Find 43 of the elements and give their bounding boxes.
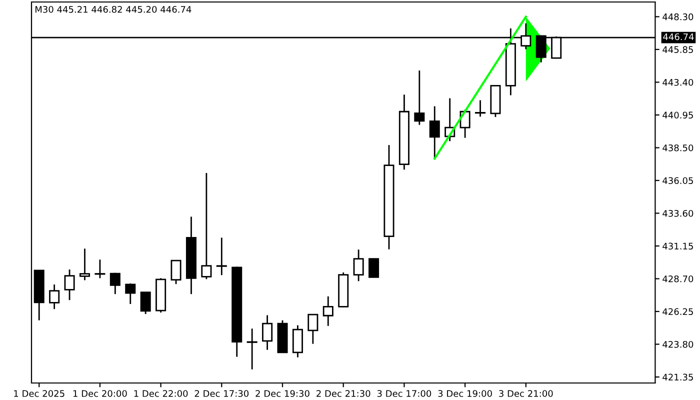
- x-tick-label: 1 Dec 2025: [14, 390, 64, 397]
- candlestick: [216, 236, 227, 276]
- candlestick: [79, 248, 90, 281]
- x-tick-label: 3 Dec 21:00: [499, 390, 553, 397]
- y-tick-label: 440.95: [662, 112, 693, 119]
- candlestick: [94, 258, 106, 279]
- x-tick-label: 3 Dec 19:00: [438, 390, 492, 397]
- x-tick-label: 2 Dec 17:30: [194, 390, 249, 397]
- candlestick: [475, 100, 486, 118]
- candlestick: [262, 314, 273, 351]
- candlestick: [429, 106, 440, 160]
- candlestick: [125, 282, 136, 305]
- candlestick: [414, 70, 425, 126]
- candlestick: [110, 272, 120, 295]
- y-tick-label: 426.25: [662, 308, 693, 316]
- candlestick: [170, 259, 182, 285]
- y-tick-label: 436.05: [662, 177, 693, 184]
- y-tick-label: 428.70: [662, 275, 694, 282]
- ref-line-label: 446.74: [663, 33, 694, 40]
- y-tick-label: 421.35: [662, 374, 693, 381]
- y-tick-label: 443.40: [662, 78, 694, 86]
- candlestick: [368, 258, 380, 278]
- candlestick: [64, 268, 75, 301]
- y-tick-label: 431.15: [662, 242, 693, 250]
- chart-title: M30 445.21 446.82 445.20 446.74: [36, 6, 192, 13]
- y-tick-label: 448.30: [662, 13, 694, 20]
- x-tick-label: 3 Dec 17:00: [377, 390, 432, 397]
- candlestick: [246, 328, 258, 370]
- candlestick: [353, 248, 364, 282]
- x-tick-label: 2 Dec 19:30: [256, 390, 310, 397]
- y-tick-label: 445.85: [662, 46, 693, 54]
- candlestick: [49, 284, 60, 310]
- y-tick-label: 438.50: [662, 144, 694, 152]
- candlestick: [322, 296, 334, 327]
- x-tick-label: 1 Dec 20:00: [73, 390, 127, 397]
- candlestick: [201, 172, 212, 280]
- x-tick-label: 2 Dec 21:30: [316, 390, 370, 397]
- y-tick-label: 423.80: [662, 340, 694, 348]
- x-tick-label: 1 Dec 22:00: [134, 390, 188, 397]
- candlestick: [292, 324, 303, 358]
- candlestick: [308, 313, 318, 345]
- y-tick-label: 433.60: [662, 210, 694, 217]
- candlestick: [140, 291, 151, 315]
